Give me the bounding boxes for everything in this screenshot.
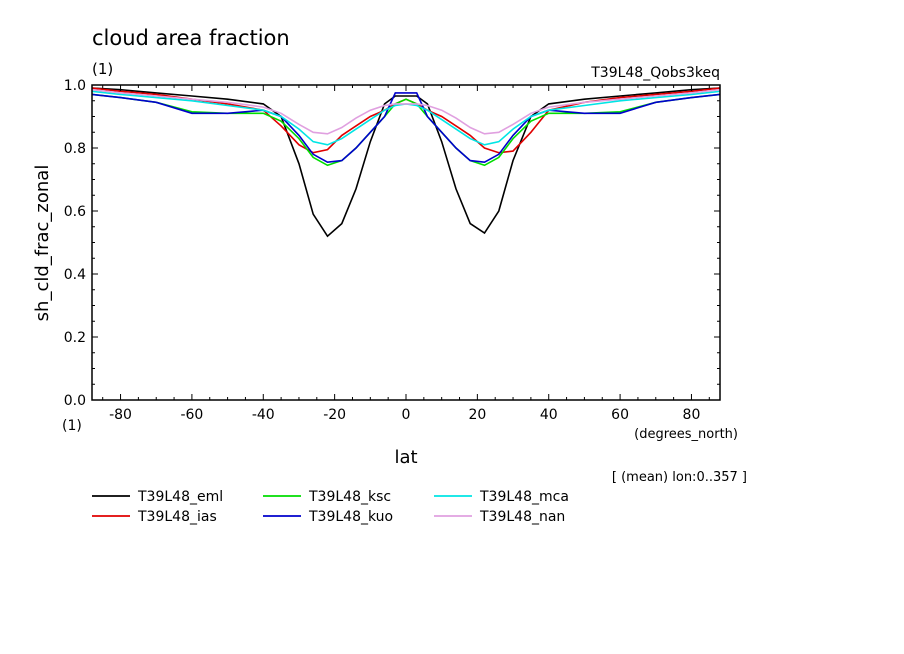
legend-label: T39L48_mca	[479, 489, 569, 505]
series-line-T39L48_nan	[91, 88, 721, 135]
y-axis-label: sh_cld_frac_zonal	[32, 165, 53, 322]
y-tick-label: 1.0	[64, 78, 86, 94]
chart-title: cloud area fraction	[92, 26, 290, 50]
x-tick-label: 40	[540, 407, 558, 423]
y-axis-ticks: 0.0 0.2 0.4 0.6 0.8 1.0	[64, 78, 720, 409]
legend: T39L48_eml T39L48_ias T39L48_ksc T39L48_kuo…	[92, 489, 569, 525]
x-tick-label: 0	[402, 407, 411, 423]
y-tick-label: 0.0	[64, 393, 86, 409]
plot-frame	[91, 84, 721, 401]
x-axis-ticks: -80 -60 -40 -20 0 20 40 60 80	[102, 85, 710, 423]
x-tick-label: -40	[252, 407, 275, 423]
legend-label: T39L48_kuo	[308, 509, 393, 525]
legend-label: T39L48_ias	[137, 509, 217, 525]
x-axis-label: lat	[394, 447, 417, 468]
legend-label: T39L48_nan	[479, 509, 565, 525]
x-tick-label: -80	[109, 407, 132, 423]
x-tick-label: 80	[683, 407, 701, 423]
legend-label: T39L48_ksc	[308, 489, 391, 505]
y-tick-label: 0.2	[64, 330, 86, 346]
x-tick-label: -20	[323, 407, 346, 423]
x-tick-label: 20	[468, 407, 486, 423]
series-line-T39L48_ksc	[91, 93, 721, 167]
y-tick-label: 0.4	[64, 267, 86, 283]
series-line-T39L48_eml	[91, 87, 721, 238]
y-axis-units: (1)	[62, 418, 82, 434]
y-tick-label: 0.6	[64, 204, 86, 220]
y-tick-label: 0.8	[64, 141, 86, 157]
run-label: T39L48_Qobs3keq	[590, 65, 720, 81]
x-tick-label: 60	[611, 407, 629, 423]
plot-area	[91, 87, 721, 238]
x-tick-label: -60	[180, 407, 203, 423]
x-axis-units: (degrees_north)	[634, 427, 738, 442]
footnote: [ (mean) lon:0..357 ]	[612, 470, 747, 485]
chart-units: (1)	[92, 60, 113, 78]
legend-label: T39L48_eml	[137, 489, 223, 505]
series-line-T39L48_ias	[91, 87, 721, 154]
